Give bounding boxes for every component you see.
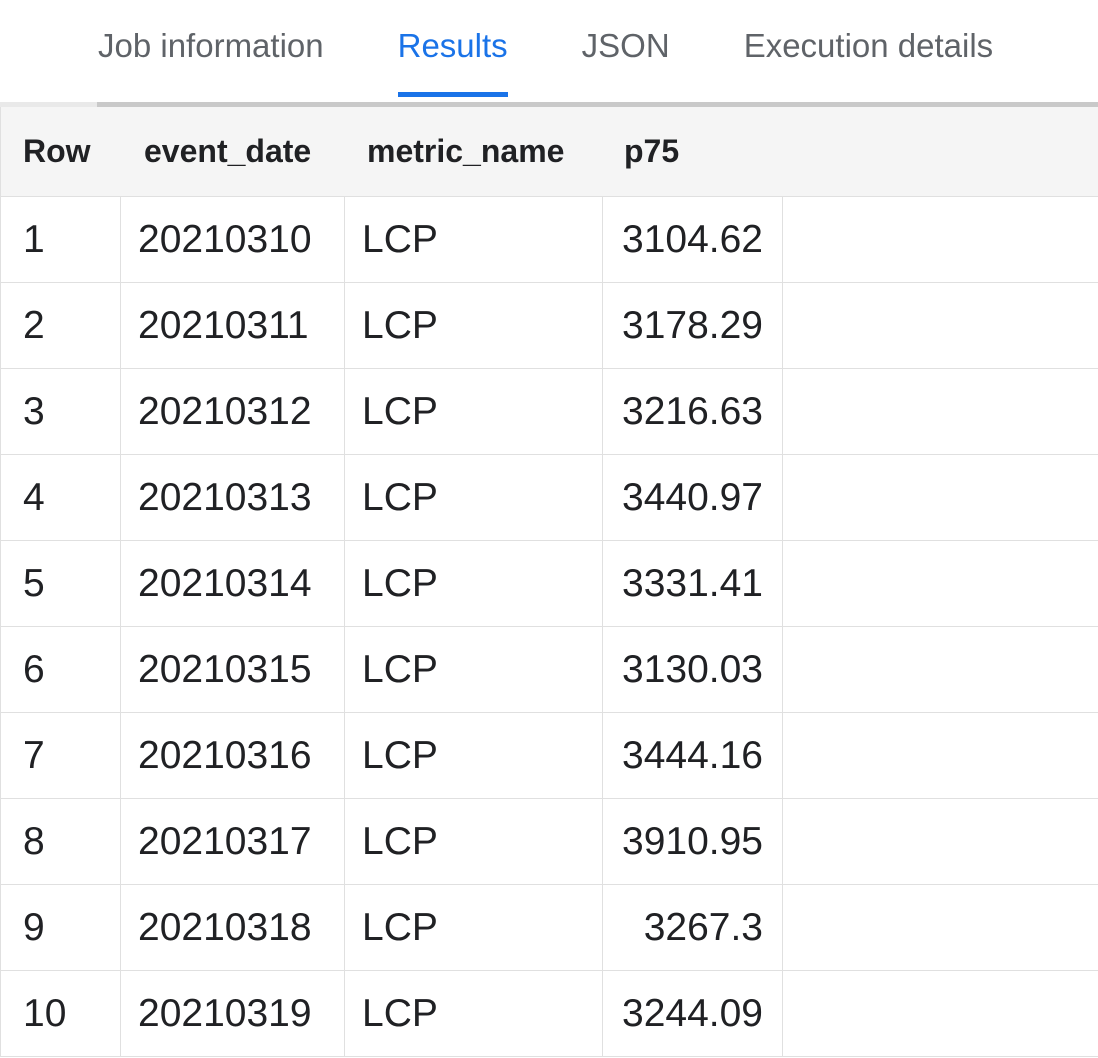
- row-number-cell: 5: [1, 541, 121, 627]
- metric-name-cell: LCP: [345, 283, 603, 369]
- p75-cell: 3178.29: [603, 283, 783, 369]
- metric-name-cell: LCP: [345, 455, 603, 541]
- p75-cell: 3444.16: [603, 713, 783, 799]
- table-row: 1 20210310 LCP 3104.62: [1, 197, 1098, 283]
- column-header-p75: p75: [603, 107, 783, 197]
- p75-cell: 3244.09: [603, 971, 783, 1057]
- row-number-cell: 2: [1, 283, 121, 369]
- row-number-cell: 4: [1, 455, 121, 541]
- filler-cell: [783, 283, 1098, 369]
- p75-cell: 3267.3: [603, 885, 783, 971]
- row-number-cell: 9: [1, 885, 121, 971]
- metric-name-cell: LCP: [345, 971, 603, 1057]
- metric-name-cell: LCP: [345, 369, 603, 455]
- results-table: Row event_date metric_name p75 1 2021031…: [0, 107, 1098, 1057]
- filler-cell: [783, 885, 1098, 971]
- table-row: 4 20210313 LCP 3440.97: [1, 455, 1098, 541]
- filler-cell: [783, 197, 1098, 283]
- event-date-cell: 20210317: [121, 799, 345, 885]
- tab-json[interactable]: JSON: [581, 27, 670, 64]
- table-row: 3 20210312 LCP 3216.63: [1, 369, 1098, 455]
- p75-cell: 3216.63: [603, 369, 783, 455]
- metric-name-cell: LCP: [345, 541, 603, 627]
- filler-cell: [783, 541, 1098, 627]
- metric-name-cell: LCP: [345, 197, 603, 283]
- p75-cell: 3331.41: [603, 541, 783, 627]
- horizontal-scrollbar-track[interactable]: [0, 102, 1098, 107]
- table-row: 2 20210311 LCP 3178.29: [1, 283, 1098, 369]
- column-header-metric-name: metric_name: [345, 107, 603, 197]
- metric-name-cell: LCP: [345, 627, 603, 713]
- p75-cell: 3104.62: [603, 197, 783, 283]
- filler-cell: [783, 713, 1098, 799]
- tab-job-information[interactable]: Job information: [98, 27, 324, 64]
- filler-cell: [783, 971, 1098, 1057]
- row-number-cell: 1: [1, 197, 121, 283]
- row-number-cell: 8: [1, 799, 121, 885]
- horizontal-scrollbar-thumb[interactable]: [97, 102, 1098, 107]
- event-date-cell: 20210314: [121, 541, 345, 627]
- table-row: 7 20210316 LCP 3444.16: [1, 713, 1098, 799]
- metric-name-cell: LCP: [345, 885, 603, 971]
- event-date-cell: 20210319: [121, 971, 345, 1057]
- p75-cell: 3130.03: [603, 627, 783, 713]
- table-row: 5 20210314 LCP 3331.41: [1, 541, 1098, 627]
- table-header-row: Row event_date metric_name p75: [1, 107, 1098, 197]
- table-row: 9 20210318 LCP 3267.3: [1, 885, 1098, 971]
- event-date-cell: 20210310: [121, 197, 345, 283]
- row-number-cell: 7: [1, 713, 121, 799]
- tab-results[interactable]: Results: [397, 0, 508, 97]
- tab-execution-details[interactable]: Execution details: [743, 27, 994, 64]
- filler-cell: [783, 799, 1098, 885]
- p75-cell: 3910.95: [603, 799, 783, 885]
- row-number-cell: 6: [1, 627, 121, 713]
- column-header-filler: [783, 107, 1098, 197]
- event-date-cell: 20210311: [121, 283, 345, 369]
- event-date-cell: 20210318: [121, 885, 345, 971]
- table-row: 10 20210319 LCP 3244.09: [1, 971, 1098, 1057]
- filler-cell: [783, 627, 1098, 713]
- p75-cell: 3440.97: [603, 455, 783, 541]
- row-number-cell: 3: [1, 369, 121, 455]
- tabbar-divider-gap: [0, 97, 1098, 102]
- event-date-cell: 20210312: [121, 369, 345, 455]
- column-header-event-date: event_date: [121, 107, 345, 197]
- event-date-cell: 20210315: [121, 627, 345, 713]
- metric-name-cell: LCP: [345, 713, 603, 799]
- row-number-cell: 10: [1, 971, 121, 1057]
- event-date-cell: 20210313: [121, 455, 345, 541]
- column-header-row: Row: [1, 107, 121, 197]
- results-tab-bar: Job information Results JSON Execution d…: [0, 0, 1098, 97]
- event-date-cell: 20210316: [121, 713, 345, 799]
- table-row: 6 20210315 LCP 3130.03: [1, 627, 1098, 713]
- table-row: 8 20210317 LCP 3910.95: [1, 799, 1098, 885]
- metric-name-cell: LCP: [345, 799, 603, 885]
- filler-cell: [783, 369, 1098, 455]
- filler-cell: [783, 455, 1098, 541]
